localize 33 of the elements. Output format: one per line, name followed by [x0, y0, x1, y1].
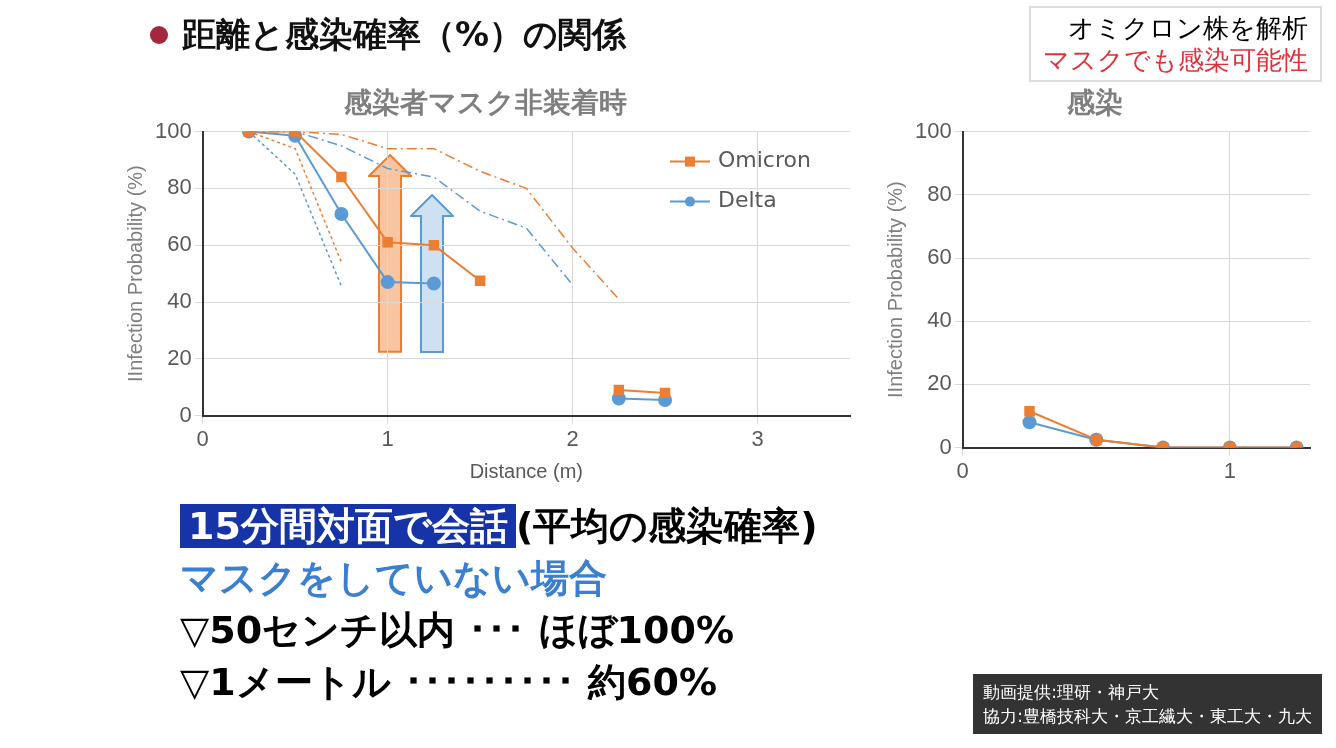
x-tick-label: 0 — [196, 425, 209, 451]
y-tick-label: 60 — [167, 231, 192, 257]
y-tick-label: 0 — [179, 401, 192, 427]
y-tick-label: 40 — [167, 288, 192, 314]
text: マスクでも感染可能性 — [1043, 44, 1308, 76]
text: 距離と感染確率（%）の関係 — [182, 13, 627, 56]
legend-label: Omicron — [718, 147, 811, 173]
y-tick-label: 100 — [154, 117, 192, 143]
y-tick-label: 60 — [927, 244, 952, 270]
y-tick-label: 20 — [167, 344, 192, 370]
y-axis-title: IInfection Probability (%) — [883, 181, 906, 398]
y-tick-label: 20 — [927, 370, 952, 396]
y-tick-label: 100 — [914, 117, 952, 143]
x-axis-title: Distance (m) — [469, 459, 584, 482]
text: マスクをしていない場合 — [180, 555, 608, 602]
chart-title: 感染 — [1066, 86, 1123, 120]
text: 協力:豊橋技科大・京工繊大・東工大・九大 — [983, 705, 1312, 728]
legend-label: Delta — [718, 187, 777, 213]
text: ▽50センチ以内 ･･･ ほぼ100% — [180, 607, 735, 654]
text: 動画提供:理研・神戸大 — [983, 681, 1160, 704]
chart-title: 感染者マスク非装着時 — [342, 86, 627, 120]
y-axis-title: IInfection Probability (%) — [123, 165, 146, 382]
text: オミクロン株を解析 — [1067, 12, 1308, 44]
text: 15分間対面で会話 — [180, 504, 516, 548]
y-tick-label: 80 — [167, 174, 192, 200]
text: ▽1メートル ･････････ 約60% — [180, 659, 719, 706]
x-tick-label: 2 — [566, 425, 579, 451]
x-tick-label: 1 — [1223, 457, 1236, 483]
x-tick-label: 3 — [751, 425, 764, 451]
x-tick-label: 1 — [381, 425, 394, 451]
y-tick-label: 40 — [927, 307, 952, 333]
text: (平均の感染確率) — [515, 504, 818, 548]
y-tick-label: 80 — [927, 180, 952, 206]
